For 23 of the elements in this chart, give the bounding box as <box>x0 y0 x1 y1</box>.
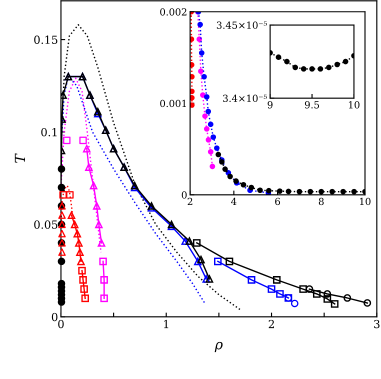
x-tick-label: 10 <box>348 101 360 108</box>
y-tick-label: 0 <box>52 312 58 322</box>
y-tick-label: 3.4×10⁻⁵ <box>223 94 267 102</box>
y-tick-label: 0.002 <box>160 8 186 16</box>
x-tick-label: 8 <box>318 198 324 206</box>
x-tick-label: 10 <box>360 198 371 206</box>
y-tick-label: 0 <box>182 191 187 199</box>
x-tick-label: 3 <box>374 320 380 328</box>
x-tick-label: 1 <box>164 320 168 328</box>
x-tick-label: 0 <box>58 320 64 328</box>
y-tick-label: 0.15 <box>34 36 58 44</box>
y-axis-title: T <box>14 153 25 163</box>
x-tick-label: 6 <box>275 198 280 206</box>
x-tick-label: 4 <box>231 198 236 205</box>
y-tick-label: 0.001 <box>160 100 186 108</box>
y-tick-label: 0.05 <box>34 220 58 229</box>
y-tick-label: 0.1 <box>41 128 57 136</box>
x-tick-label: 9.5 <box>304 101 320 108</box>
x-axis-title: ρ <box>214 342 223 352</box>
x-tick-label: 2 <box>268 320 274 328</box>
x-tick-label: 9 <box>268 101 273 108</box>
y-tick-label: 3.45×10⁻⁵ <box>216 21 267 29</box>
x-tick-label: 2 <box>188 198 192 205</box>
